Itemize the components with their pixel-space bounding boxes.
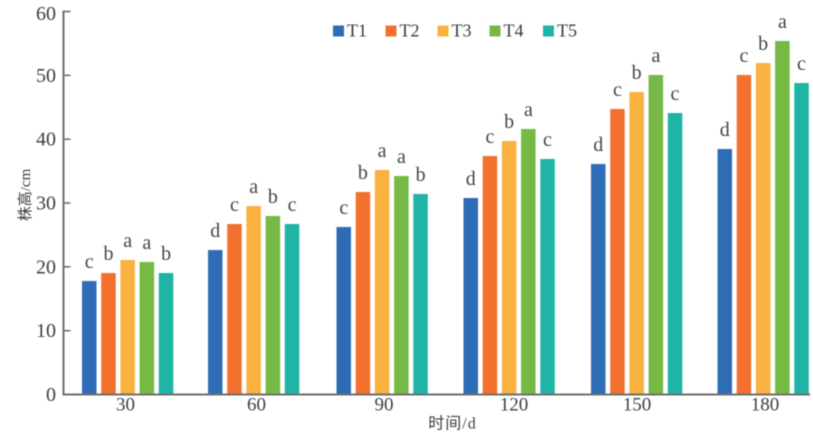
svg-text:120: 120	[500, 395, 529, 416]
svg-text:c: c	[485, 126, 494, 148]
svg-text:a: a	[651, 45, 660, 67]
svg-text:60: 60	[36, 3, 56, 25]
svg-text:60: 60	[247, 395, 266, 416]
svg-text:a: a	[142, 232, 151, 254]
svg-text:90: 90	[375, 395, 394, 416]
svg-text:d: d	[210, 220, 220, 242]
svg-text:T5: T5	[557, 21, 577, 41]
svg-text:c: c	[230, 194, 239, 216]
svg-text:a: a	[778, 11, 787, 33]
svg-text:b: b	[758, 33, 768, 55]
svg-text:时间/d: 时间/d	[428, 415, 476, 433]
svg-text:180: 180	[751, 395, 780, 416]
svg-text:c: c	[671, 83, 680, 105]
svg-text:c: c	[339, 197, 348, 219]
svg-text:b: b	[268, 186, 278, 208]
svg-text:d: d	[593, 134, 603, 156]
svg-text:b: b	[358, 162, 368, 184]
svg-text:10: 10	[36, 320, 56, 342]
svg-text:a: a	[397, 146, 406, 168]
svg-text:c: c	[85, 251, 94, 273]
svg-text:株高/cm: 株高/cm	[17, 168, 34, 221]
svg-text:40: 40	[36, 129, 56, 151]
svg-text:a: a	[378, 140, 387, 162]
svg-text:20: 20	[36, 256, 56, 278]
svg-text:c: c	[740, 45, 749, 67]
svg-text:a: a	[524, 99, 533, 121]
svg-text:b: b	[632, 62, 642, 84]
svg-text:c: c	[613, 79, 622, 101]
svg-text:150: 150	[623, 395, 652, 416]
svg-text:d: d	[466, 168, 476, 190]
svg-text:b: b	[104, 243, 114, 265]
svg-text:b: b	[161, 243, 171, 265]
svg-text:a: a	[123, 230, 132, 252]
svg-text:T3: T3	[452, 21, 472, 41]
svg-text:d: d	[720, 119, 730, 141]
svg-text:b: b	[504, 111, 514, 133]
svg-text:a: a	[249, 176, 258, 198]
svg-text:c: c	[543, 129, 552, 151]
svg-text:T2: T2	[400, 21, 420, 41]
svg-text:T1: T1	[347, 21, 367, 41]
svg-text:T4: T4	[504, 21, 524, 41]
svg-text:30: 30	[116, 395, 135, 416]
svg-text:c: c	[288, 194, 297, 216]
svg-text:c: c	[797, 53, 806, 75]
svg-text:30: 30	[36, 193, 56, 215]
svg-text:0: 0	[46, 384, 56, 406]
svg-text:50: 50	[36, 65, 56, 87]
svg-text:b: b	[416, 164, 426, 186]
